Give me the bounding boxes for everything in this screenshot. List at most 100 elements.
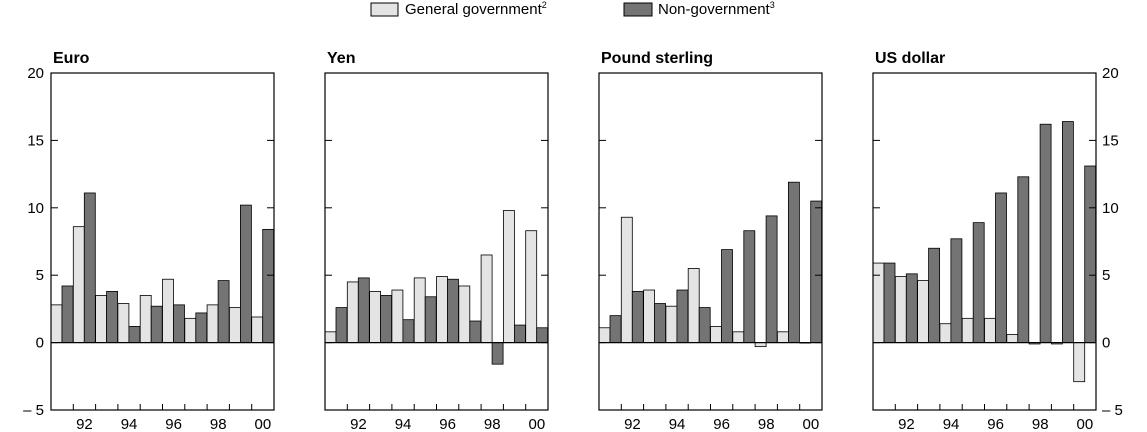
bar-yen-non-government-1994 — [402, 319, 415, 343]
bar-us-dollar-non-government-1995 — [972, 222, 985, 344]
panel-us-dollar: US dollar 92 94 96 98 00 — [872, 50, 1097, 432]
x-tick-label-yen: 92 — [350, 416, 367, 432]
bar-euro-general-government-1999 — [228, 307, 241, 343]
bar-pound-sterling-non-government-1995 — [698, 307, 711, 343]
panel-yen: Yen 92 94 96 98 00 — [324, 50, 549, 432]
right-y-axis-labels: – 5 0 5 10 15 20 — [1102, 65, 1123, 419]
bar-yen-non-government-1991 — [335, 307, 348, 343]
x-tick-label-us-dollar: 00 — [1077, 416, 1094, 432]
bar-yen-general-government-1996 — [436, 276, 448, 343]
bar-euro-non-government-1991 — [61, 285, 74, 344]
bar-euro-non-government-1995 — [150, 305, 163, 344]
y-tick-label-right: 5 — [1102, 267, 1110, 284]
bar-pound-sterling-non-government-1998 — [765, 215, 778, 343]
x-tick-label-us-dollar: 98 — [1032, 416, 1049, 432]
x-tick-label-euro: 00 — [255, 416, 272, 432]
legend: General government2 Non-government3 — [370, 0, 775, 18]
x-tick-label-yen: 98 — [484, 416, 501, 432]
bar-pound-sterling-non-government-2000 — [810, 200, 823, 343]
x-tick-label-euro: 92 — [76, 416, 93, 432]
bar-pound-sterling-general-government-1995 — [687, 268, 700, 343]
bar-yen-general-government-1999 — [502, 210, 515, 344]
bar-pound-sterling-general-government-1991 — [598, 327, 611, 343]
bar-euro-non-government-1999 — [239, 204, 252, 344]
y-tick-label-right: 10 — [1102, 200, 1119, 217]
bar-pound-sterling-non-government-1997 — [743, 230, 756, 343]
bar-yen-non-government-1993 — [380, 295, 393, 344]
x-tick-label-us-dollar: 94 — [943, 416, 960, 432]
y-tick-label-right: 15 — [1102, 132, 1119, 149]
y-tick-label-right: 0 — [1102, 335, 1110, 352]
legend-label-general-government: General government2 — [405, 0, 547, 18]
panel-euro: Euro 92 94 96 98 00 — [50, 50, 275, 432]
bar-us-dollar-general-government-1997 — [1006, 334, 1019, 344]
bar-yen-non-government-1992 — [357, 277, 370, 343]
x-tick-label-euro: 98 — [210, 416, 227, 432]
panel-title-yen: Yen — [327, 50, 355, 67]
bar-euro-general-government-2000 — [251, 316, 264, 343]
bar-pound-sterling-general-government-1998 — [754, 342, 767, 348]
x-tick-label-pound-sterling: 00 — [803, 416, 820, 432]
bar-pound-sterling-general-government-1994 — [665, 305, 678, 344]
bar-euro-general-government-1993 — [95, 295, 107, 344]
bar-us-dollar-non-government-1991 — [883, 262, 896, 344]
bar-us-dollar-non-government-1999 — [1062, 121, 1074, 344]
x-tick-label-us-dollar: 92 — [898, 416, 915, 432]
bar-yen-general-government-2000 — [525, 230, 538, 343]
legend-label-non-government: Non-government3 — [658, 0, 775, 18]
bar-pound-sterling-general-government-1997 — [732, 331, 745, 344]
bar-yen-non-government-1995 — [424, 296, 437, 343]
panel-title-us-dollar: US dollar — [875, 50, 945, 67]
bar-euro-general-government-1995 — [139, 295, 152, 344]
y-tick-label-right: 20 — [1102, 65, 1119, 82]
bar-yen-general-government-1991 — [324, 331, 337, 344]
bar-euro-general-government-1991 — [50, 304, 63, 343]
bar-us-dollar-non-government-1993 — [928, 247, 940, 344]
x-tick-label-euro: 94 — [121, 416, 138, 432]
bar-yen-non-government-1997 — [469, 320, 482, 343]
bar-us-dollar-general-government-1994 — [939, 323, 952, 344]
bar-euro-non-government-1992 — [83, 192, 96, 344]
bar-us-dollar-general-government-1995 — [961, 317, 974, 343]
bar-euro-non-government-1998 — [217, 280, 230, 343]
bar-euro-general-government-1994 — [117, 303, 130, 344]
bar-yen-general-government-1992 — [346, 281, 359, 344]
bar-pound-sterling-general-government-1993 — [643, 289, 655, 343]
bar-pound-sterling-non-government-1991 — [609, 315, 622, 344]
bar-yen-general-government-1997 — [458, 285, 471, 344]
bar-yen-non-government-1996 — [447, 278, 459, 343]
bar-pound-sterling-non-government-1993 — [654, 303, 666, 344]
bar-euro-general-government-1992 — [72, 226, 85, 343]
bar-pound-sterling-general-government-1992 — [620, 216, 633, 344]
bar-euro-non-government-1997 — [195, 312, 208, 344]
bar-euro-general-government-1998 — [206, 304, 219, 343]
bar-euro-non-government-1993 — [106, 290, 118, 344]
panel-pound-sterling: Pound sterling 92 94 96 98 00 — [598, 50, 823, 432]
x-tick-label-yen: 94 — [395, 416, 412, 432]
x-tick-label-pound-sterling: 96 — [713, 416, 730, 432]
bar-us-dollar-general-government-1992 — [894, 276, 907, 343]
bar-us-dollar-general-government-1996 — [984, 317, 996, 343]
legend-swatch-non-government — [623, 2, 653, 17]
bar-us-dollar-non-government-1998 — [1039, 123, 1052, 344]
bar-us-dollar-non-government-2000 — [1084, 165, 1097, 343]
bar-euro-non-government-1996 — [173, 304, 185, 343]
y-tick-label-left: 20 — [27, 65, 44, 82]
x-tick-label-yen: 96 — [439, 416, 456, 432]
x-tick-label-pound-sterling: 92 — [624, 416, 641, 432]
bar-yen-non-government-2000 — [536, 327, 549, 343]
y-tick-label-left: 10 — [27, 200, 44, 217]
y-tick-label-left: 5 — [36, 267, 44, 284]
bar-us-dollar-general-government-2000 — [1073, 342, 1086, 383]
bar-pound-sterling-general-government-1996 — [710, 326, 722, 344]
legend-swatch-general-government — [370, 2, 399, 17]
x-tick-label-yen: 00 — [529, 416, 546, 432]
bar-euro-general-government-1996 — [162, 278, 174, 343]
x-tick-label-us-dollar: 96 — [987, 416, 1004, 432]
bar-pound-sterling-non-government-1999 — [788, 181, 800, 344]
y-tick-label-left: – 5 — [23, 402, 44, 419]
y-tick-label-left: 15 — [27, 132, 44, 149]
bar-yen-non-government-1999 — [514, 324, 526, 343]
